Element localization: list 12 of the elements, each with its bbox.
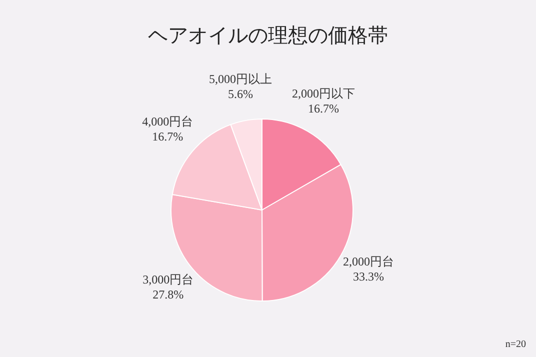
slice-label: 3,000円台 [142,272,194,286]
data-label: 5.6% [228,87,254,102]
slice-label: 2,000円台 [342,254,394,268]
slice-label: 4,000円台 [142,114,194,128]
data-label: 16.7% [308,102,339,116]
slice-label: 2,000円以下 [292,86,355,101]
chart-title: ヘアオイルの理想の価格帯 [148,25,388,47]
data-label: 27.8% [152,287,184,302]
data-label: 16.7% [152,129,184,144]
text: n=20 [505,339,526,350]
data-label: 33.3% [352,269,384,284]
slice-label: 5,000円以上 [209,72,272,86]
